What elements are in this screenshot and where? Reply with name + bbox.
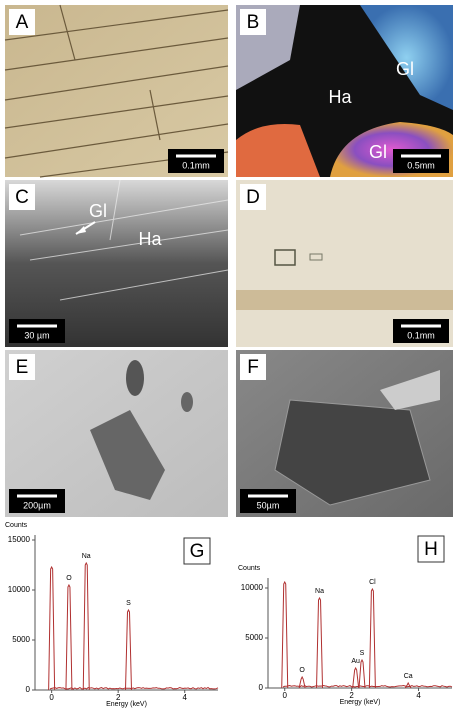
peak-label: Au <box>351 658 360 665</box>
peak-label: Na <box>82 553 91 560</box>
scale-label: 30 µm <box>24 330 49 340</box>
scale-label: 200µm <box>23 500 51 510</box>
x-tick-label: 2 <box>116 693 121 702</box>
y-axis-label: Counts <box>238 565 261 572</box>
y-tick-label: 10000 <box>241 583 264 592</box>
peak <box>353 668 359 688</box>
x-axis-label: Energy (keV) <box>106 701 147 708</box>
y-tick-label: 0 <box>26 685 31 694</box>
peak <box>282 582 288 688</box>
peak <box>405 683 411 688</box>
scale-label: 0.1mm <box>182 160 210 170</box>
peak-label: O <box>66 575 72 582</box>
peak <box>317 598 323 688</box>
baseline <box>50 688 218 690</box>
scale-label: 50µm <box>257 500 280 510</box>
peak <box>49 567 55 690</box>
x-tick-label: 4 <box>183 693 188 702</box>
y-tick-label: 15000 <box>8 535 31 544</box>
y-axis-label: Counts <box>5 522 28 529</box>
panel-letter: C <box>15 187 29 208</box>
peak-label: Ca <box>404 673 413 680</box>
panel-letter: A <box>16 12 29 33</box>
annotation: Gl <box>89 201 107 221</box>
panel-letter: E <box>16 357 29 378</box>
peak <box>125 610 131 690</box>
annotation: Gl <box>396 59 414 79</box>
peak-label: Na <box>315 588 324 595</box>
panel-letter: F <box>247 357 259 378</box>
x-axis-label: Energy (keV) <box>340 699 381 706</box>
scale-label: 0.1mm <box>407 330 435 340</box>
panel-letter: B <box>247 12 260 33</box>
x-tick-label: 0 <box>49 693 54 702</box>
scale-label: 0.5mm <box>407 160 435 170</box>
annotation: Gl <box>369 142 387 162</box>
peak-label: Cl <box>369 579 376 586</box>
annotation: Ha <box>328 87 352 107</box>
y-tick-label: 5000 <box>12 635 30 644</box>
x-tick-label: 2 <box>349 691 354 700</box>
peak <box>369 589 375 688</box>
panel-letter: D <box>246 187 260 208</box>
peak <box>66 585 72 690</box>
peak <box>83 563 89 690</box>
figure: A 0.1mm B 0.5mm Gl Ha Gl C 30 µm Gl Ha D 0.1mm E 200µm… <box>0 0 454 708</box>
panel-letter: G <box>190 541 205 562</box>
panel-letter: H <box>424 539 438 560</box>
peak-label: S <box>126 600 131 607</box>
annotation: Ha <box>138 229 162 249</box>
peak-label: S <box>360 650 365 657</box>
baseline <box>283 686 452 688</box>
y-tick-label: 5000 <box>245 633 263 642</box>
peak-label: O <box>299 667 305 674</box>
y-tick-label: 0 <box>259 683 264 692</box>
x-tick-label: 0 <box>283 691 288 700</box>
x-tick-label: 4 <box>416 691 421 700</box>
y-tick-label: 10000 <box>8 585 31 594</box>
